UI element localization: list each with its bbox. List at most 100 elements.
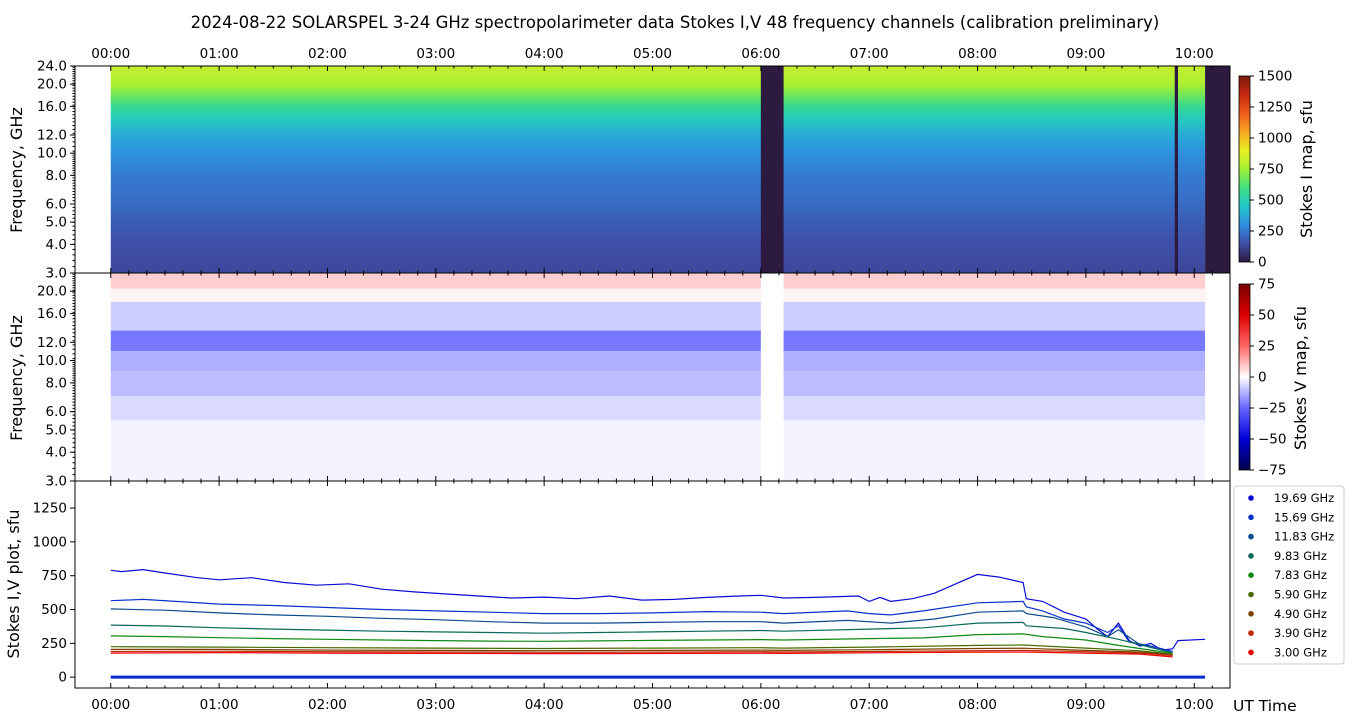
figure-title: 2024-08-22 SOLARSPEL 3-24 GHz spectropol…: [191, 13, 1160, 32]
y-tick-label: 10.0: [37, 146, 67, 162]
stokes-i-data-gap: [1205, 66, 1230, 273]
stokes-v-data-gap: [760, 273, 784, 481]
legend-box: [1233, 485, 1345, 665]
series-line-5-90-GHz: [110, 644, 1173, 655]
y-tick-label: 8.0: [46, 168, 67, 184]
x-tick-label: 01:00: [200, 697, 239, 713]
y-tick-label: 12.0: [37, 128, 67, 144]
colorbar-tick-label: −75: [1258, 463, 1287, 479]
x-axis-label: UT Time: [1233, 697, 1297, 715]
y-tick-label: 16.0: [37, 99, 67, 115]
stokes-i-map-panel: 00:00 01:00 02:00 03:00 04:00 05:00 06:00 07:00…: [7, 46, 1231, 282]
legend-entry: 3.00 GHz: [1274, 645, 1327, 659]
y-tick-label: 250: [41, 636, 67, 652]
y-tick-label: 1000: [33, 534, 67, 550]
legend-entry: 3.90 GHz: [1274, 626, 1327, 640]
stokes-v-frequency-band: [110, 301, 1206, 331]
legend-entry: 5.90 GHz: [1274, 588, 1327, 602]
colorbar-bar: [1238, 283, 1251, 471]
colorbar-tick-label: 0: [1258, 255, 1267, 271]
stokes-i-axes: 00:00 01:00 02:00 03:00 04:00 05:00 06:00 07:00…: [37, 46, 1231, 282]
series-line-3-90-GHz: [110, 649, 1173, 657]
colorbar-tick-label: 750: [1258, 162, 1284, 178]
stokes-v-map-panel: 3.0 4.0 5.0 6.0 8.0 10.0 12.0 16.0 20.0 Frequenc…: [7, 272, 1231, 490]
colorbar-tick-label: −50: [1258, 432, 1287, 448]
legend-marker: [1248, 649, 1254, 656]
x-tick-label-top: 09:00: [1066, 46, 1105, 62]
legend-entry: 4.90 GHz: [1274, 607, 1327, 621]
x-tick-label: 10:00: [1175, 697, 1214, 713]
y-tick-label: 12.0: [37, 335, 67, 351]
y-tick-label: 5.0: [46, 422, 67, 438]
stokes-iv-plot-panel: 00:00 01:00 02:00 03:00 04:00 05:00 06:00 07:00…: [4, 480, 1297, 715]
y-tick-label: 16.0: [37, 306, 67, 322]
stokes-i-colorbar: 0 250 500 750 1000 1250 1500: [1238, 69, 1292, 271]
x-tick-label-top: 07:00: [850, 46, 889, 62]
colorbar-tick-label: 250: [1258, 224, 1284, 240]
x-tick-label: 07:00: [850, 697, 889, 713]
x-tick-label: 09:00: [1066, 697, 1105, 713]
y-tick-label: 3.0: [46, 474, 67, 490]
legend-marker: [1248, 630, 1254, 636]
series-line-3-00-GHz: [110, 651, 1173, 658]
y-tick-label: 4.0: [46, 237, 67, 253]
x-tick-label-top: 03:00: [416, 46, 455, 62]
x-tick-label: 02:00: [308, 697, 347, 713]
x-tick-label: 04:00: [525, 697, 564, 713]
x-tick-label: 06:00: [741, 697, 780, 713]
y-tick-label: 4.0: [46, 445, 67, 461]
stokes-v-heatmap: [110, 273, 1206, 481]
stokes-iv-series-lines: [110, 568, 1206, 679]
legend-marker: [1248, 514, 1254, 521]
y-tick-label: 6.0: [46, 404, 67, 420]
x-tick-label-top: 08:00: [958, 46, 997, 62]
y-tick-label: 6.0: [46, 197, 67, 213]
legend-marker: [1248, 495, 1254, 501]
y-tick-label: 20.0: [37, 77, 67, 93]
y-tick-label: 8.0: [46, 375, 67, 391]
x-tick-label: 05:00: [633, 697, 672, 713]
stokes-i-emission-region: [110, 66, 1206, 273]
y-tick-label: 20.0: [37, 284, 67, 300]
y-tick-label: 3.0: [46, 266, 67, 282]
stokes-v-colorbar: −75 −50 −25 0 25 50 75: [1238, 277, 1287, 479]
stokes-v-frequency-band: [110, 273, 1206, 289]
stokes-iv-plot-background: [75, 481, 1230, 688]
stokes-v-frequency-band: [110, 330, 1206, 352]
legend-entry: 19.69 GHz: [1274, 491, 1334, 505]
stokes-v-frequency-band: [110, 396, 1206, 421]
legend-entry: 9.83 GHz: [1274, 549, 1327, 563]
x-tick-label-top: 01:00: [200, 46, 239, 62]
legend-marker: [1248, 572, 1254, 578]
y-tick-label: 750: [41, 568, 67, 584]
stokes-i-data-gap: [760, 66, 784, 273]
x-tick-label-top: 05:00: [633, 46, 672, 62]
legend-marker: [1248, 533, 1254, 540]
x-tick-label-top: 02:00: [308, 46, 347, 62]
stokes-i-heatmap: [110, 66, 1230, 273]
colorbar-tick-label: 1000: [1258, 131, 1292, 147]
stokes-v-colorbar-label: Stokes V map, sfu: [1291, 306, 1310, 450]
x-tick-label: 08:00: [958, 697, 997, 713]
colorbar-tick-label: −25: [1258, 401, 1287, 417]
y-tick-label: 0: [58, 670, 67, 686]
series-line-4-90-GHz: [110, 647, 1173, 656]
stokes-i-data-gap: [1174, 66, 1178, 273]
y-tick-label: 10.0: [37, 353, 67, 369]
x-tick-label: 00:00: [91, 697, 130, 713]
stokes-iv-axes: 00:00 01:00 02:00 03:00 04:00 05:00 06:00 07:00…: [33, 480, 1231, 713]
colorbar-tick-label: 0: [1258, 370, 1267, 386]
legend-marker: [1248, 553, 1254, 559]
series-line-11-83-GHz: [110, 608, 1173, 654]
colorbar-tick-label: 1500: [1258, 69, 1292, 85]
stokes-v-ylabel: Frequency, GHz: [7, 315, 26, 441]
legend-entry: 7.83 GHz: [1274, 568, 1327, 582]
legend: 19.69 GHz 15.69 GHz 11.83 GHz 9.83 GHz 7.83 …: [1233, 485, 1345, 665]
colorbar-tick-label: 500: [1258, 193, 1284, 209]
colorbar-bar: [1238, 75, 1251, 263]
colorbar-tick-label: 75: [1258, 277, 1275, 293]
y-tick-label: 500: [41, 602, 67, 618]
series-line-15-69-GHz: [110, 598, 1173, 653]
stokes-v-frequency-band: [110, 288, 1206, 302]
